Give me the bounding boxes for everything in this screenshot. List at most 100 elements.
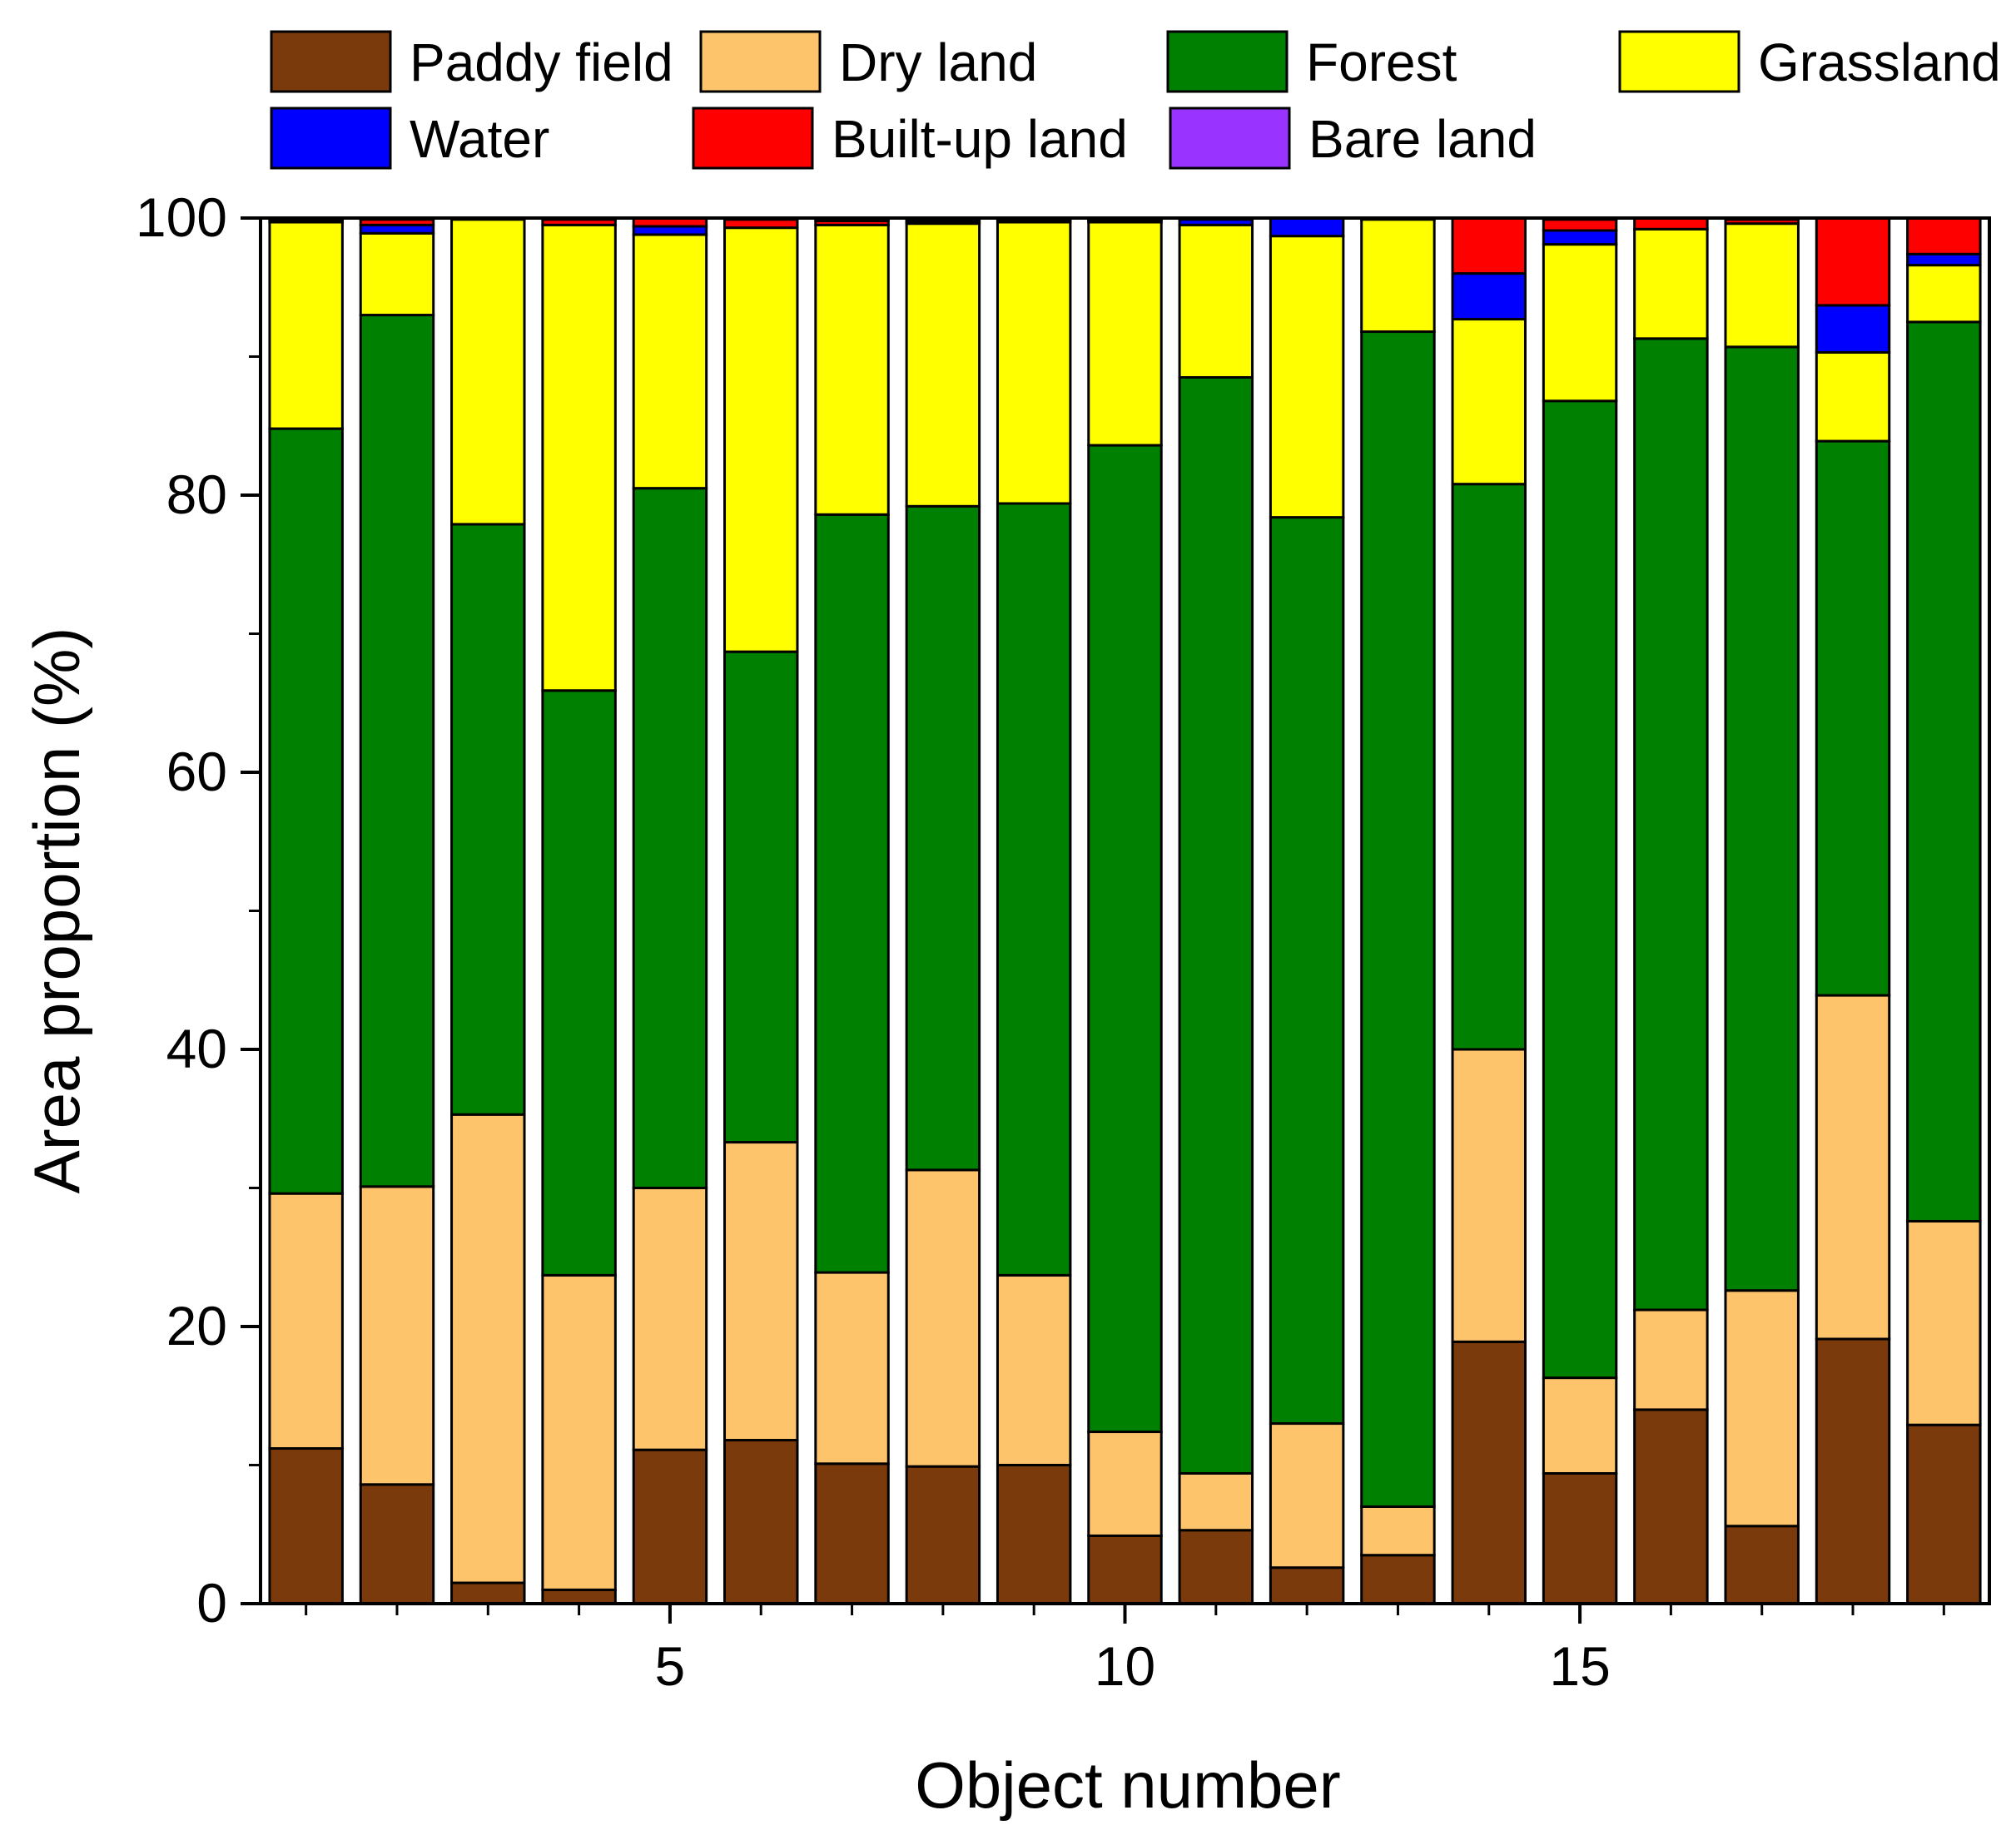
bar-segment-7-1 [814, 1462, 890, 1605]
bar-segment-13-1 [1360, 1554, 1436, 1605]
bars [268, 216, 1982, 1605]
bar-segment-15-3 [1542, 399, 1618, 1380]
y-tick-label: 60 [166, 741, 227, 802]
bar-segment-15-5 [1542, 229, 1618, 246]
bar-segment-5-4 [632, 233, 708, 490]
bar-segment-10-2 [1087, 1431, 1163, 1537]
legend-swatch [270, 30, 392, 93]
bar-segment-8-4 [905, 222, 981, 508]
bar-segment-1-4 [268, 221, 344, 430]
bar-segment-18-1 [1815, 1337, 1891, 1605]
bar-segment-17-4 [1724, 222, 1800, 349]
y-axis-label: Area proportion (%) [20, 627, 93, 1194]
bar-segment-4-3 [541, 689, 617, 1277]
bar-segment-11-1 [1178, 1529, 1254, 1605]
bar-segment-7-2 [814, 1271, 890, 1465]
bar-segment-6-2 [723, 1141, 799, 1442]
bar-segment-12-4 [1269, 235, 1345, 519]
bar-segment-11-4 [1178, 223, 1254, 379]
bar-segment-13-3 [1360, 330, 1436, 1508]
bar-segment-2-3 [359, 314, 435, 1188]
bar-segment-2-2 [359, 1185, 435, 1486]
bar-segment-7-4 [814, 223, 890, 516]
bar-segment-19-5 [1906, 252, 1982, 267]
bar-segment-12-1 [1269, 1566, 1345, 1605]
legend-label: Water [410, 109, 549, 169]
bar-segment-4-2 [541, 1273, 617, 1591]
legend-swatch [692, 107, 814, 170]
bar-segment-18-5 [1815, 304, 1891, 355]
x-tick-label: 5 [655, 1635, 686, 1697]
y-tick-label: 40 [166, 1018, 227, 1079]
bar-segment-14-2 [1451, 1048, 1527, 1343]
bar-segment-5-1 [632, 1448, 708, 1605]
bar-segment-3-2 [450, 1113, 526, 1585]
bar-segment-19-1 [1906, 1423, 1982, 1605]
bar-segment-7-3 [814, 513, 890, 1274]
bar-segment-19-4 [1906, 264, 1982, 324]
y-tick-label: 100 [136, 186, 227, 248]
bar-segment-15-2 [1542, 1376, 1618, 1475]
legend-swatch [1166, 30, 1289, 93]
bar-segment-4-4 [541, 223, 617, 692]
bar-segment-12-2 [1269, 1422, 1345, 1570]
bar-segment-3-1 [450, 1581, 526, 1605]
x-tick-label: 15 [1549, 1635, 1610, 1697]
bar-segment-16-2 [1633, 1308, 1709, 1411]
bar-segment-14-5 [1451, 272, 1527, 321]
y-tick-label: 0 [196, 1572, 227, 1634]
bar-segment-5-2 [632, 1187, 708, 1451]
bar-segment-4-1 [541, 1588, 617, 1605]
bar-segment-11-3 [1178, 375, 1254, 1475]
bar-segment-6-1 [723, 1439, 799, 1605]
bar-segment-12-3 [1269, 516, 1345, 1426]
legend-swatch [1169, 107, 1291, 170]
x-tick-label: 10 [1095, 1635, 1155, 1697]
bar-segment-17-2 [1724, 1289, 1800, 1528]
bar-segment-16-4 [1633, 227, 1709, 340]
bar-segment-10-1 [1087, 1534, 1163, 1605]
bar-segment-10-3 [1087, 444, 1163, 1434]
bar-segment-14-4 [1451, 318, 1527, 486]
legend-swatch [1618, 30, 1740, 93]
bar-segment-2-4 [359, 231, 435, 317]
bar-segment-3-3 [450, 523, 526, 1116]
legend-label: Bare land [1308, 109, 1537, 169]
bar-segment-14-6 [1451, 216, 1527, 275]
bar-segment-16-1 [1633, 1408, 1709, 1605]
bar-segment-8-2 [905, 1168, 981, 1468]
y-tick-label: 20 [166, 1295, 227, 1356]
bar-segment-9-1 [996, 1464, 1072, 1605]
legend-label: Paddy field [410, 32, 673, 92]
bar-segment-8-1 [905, 1465, 981, 1605]
bar-segment-16-3 [1633, 337, 1709, 1312]
bar-segment-6-3 [723, 650, 799, 1144]
bar-segment-17-3 [1724, 345, 1800, 1292]
bar-segment-15-1 [1542, 1471, 1618, 1605]
legend-label: Grassland [1758, 32, 2001, 92]
bar-segment-9-3 [996, 502, 1072, 1277]
bar-segment-5-3 [632, 487, 708, 1189]
legend-swatch [270, 107, 392, 170]
bar-segment-10-4 [1087, 221, 1163, 447]
bar-segment-15-6 [1542, 218, 1618, 232]
bar-segment-18-2 [1815, 994, 1891, 1341]
bar-segment-13-4 [1360, 218, 1436, 334]
bar-segment-9-4 [996, 221, 1072, 505]
bar-segment-11-2 [1178, 1471, 1254, 1532]
bar-segment-15-4 [1542, 243, 1618, 403]
bar-segment-19-2 [1906, 1219, 1982, 1426]
bar-segment-2-1 [359, 1483, 435, 1605]
bar-segment-18-3 [1815, 439, 1891, 997]
bar-segment-18-6 [1815, 216, 1891, 307]
legend-label: Built-up land [832, 109, 1128, 169]
bar-segment-14-1 [1451, 1340, 1527, 1605]
x-axis: 5 10 15 [305, 1604, 1945, 1697]
y-axis: 0 20 40 60 80 100 [136, 186, 261, 1634]
legend-label: Dry land [839, 32, 1037, 92]
bar-segment-13-2 [1360, 1505, 1436, 1557]
bar-segment-1-3 [268, 427, 344, 1195]
bar-segment-19-3 [1906, 320, 1982, 1222]
legend-swatch [699, 30, 822, 93]
